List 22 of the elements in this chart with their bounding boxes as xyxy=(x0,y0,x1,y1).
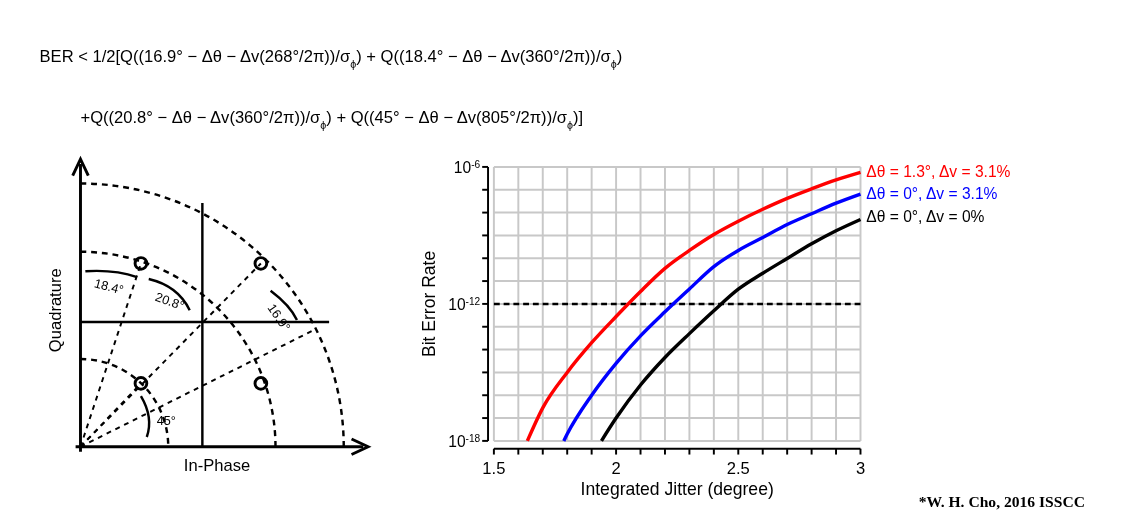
y-tick-label: 10$^{-6}$ xyxy=(453,158,481,176)
text: 18.4° xyxy=(92,276,125,298)
text: +Q((20.8° − Δθ − Δv(360°/2π))/σ$_{ϕ}$) + Q((45° − Δθ − Δv(805°/2π))/σ$_{ϕ}$)] xyxy=(80,108,584,132)
x-tick-label: 1.5 xyxy=(482,459,506,479)
text: In-Phase xyxy=(183,456,251,476)
text: *W. H. Cho, 2016 ISSCC xyxy=(918,493,1085,511)
x-axis-title: Integrated Jitter (degree) xyxy=(580,479,774,500)
text: 45° xyxy=(156,414,176,429)
x-tick-label: 2.5 xyxy=(726,459,750,479)
y-axis-title: Bit Error Rate xyxy=(419,250,440,358)
text: BER < 1/2[Q((16.9° − Δθ − Δv(268°/2π))/σ$_{ϕ}$) + Q((18.4° − Δθ − Δv(360°/2π))/σ$_{ϕ}$) xyxy=(39,46,623,70)
text: Quadrature xyxy=(45,268,65,353)
y-tick-label: 10$^{-18}$ xyxy=(448,432,481,450)
text: 20.8° xyxy=(153,289,186,314)
x-tick-label: 2 xyxy=(611,459,621,479)
x-tick-label: 3 xyxy=(855,459,866,479)
line-series xyxy=(525,170,863,443)
series-label: Δθ = 1.3°, Δv = 3.1% xyxy=(866,162,1011,180)
y-tick-label: 10$^{-12}$ xyxy=(448,295,481,313)
series-label: Δθ = 0°, Δv = 3.1% xyxy=(866,185,998,203)
series-label: Δθ = 0°, Δv = 0% xyxy=(866,207,985,225)
line-series xyxy=(562,192,863,443)
